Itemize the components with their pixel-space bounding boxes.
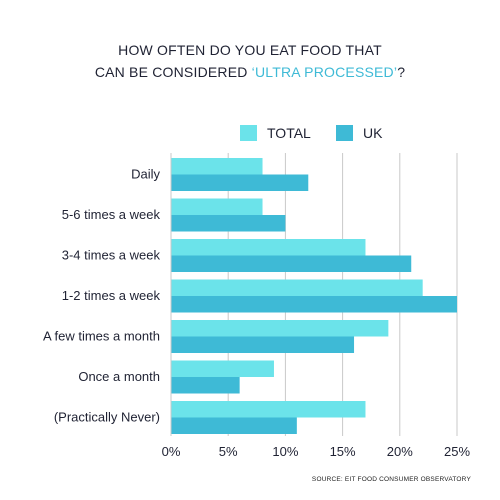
x-tick-label: 20% — [387, 444, 413, 459]
bar-total — [171, 198, 263, 215]
category-label: Once a month — [78, 369, 160, 384]
x-tick-label: 0% — [162, 444, 181, 459]
bar-uk — [171, 174, 309, 191]
category-label: 3-4 times a week — [62, 248, 161, 263]
category-label: A few times a month — [43, 329, 160, 344]
bar-uk — [171, 255, 412, 272]
chart-title-line-1: HOW OFTEN DO YOU EAT FOOD THAT — [118, 42, 382, 58]
bar-uk — [171, 336, 355, 353]
x-tick-label: 10% — [272, 444, 298, 459]
bar-total — [171, 401, 366, 418]
chart-title-prefix: CAN BE CONSIDERED — [94, 64, 252, 80]
legend-label-uk: UK — [363, 125, 383, 141]
category-label: 5-6 times a week — [62, 207, 161, 222]
bar-uk — [171, 215, 286, 232]
x-tick-label: 25% — [444, 444, 470, 459]
category-label: 1-2 times a week — [62, 288, 161, 303]
bar-total — [171, 158, 263, 175]
chart-title-highlight: ‘ULTRA PROCESSED’ — [251, 64, 398, 80]
category-label: Daily — [131, 167, 160, 182]
bar-total — [171, 360, 274, 377]
bar-uk — [171, 417, 297, 434]
bar-total — [171, 279, 423, 296]
legend-swatch-uk — [336, 125, 353, 141]
legend-item-uk: UK — [336, 125, 382, 141]
legend-label-total: TOTAL — [267, 125, 311, 141]
legend-item-total: TOTAL — [240, 125, 311, 141]
category-label: (Practically Never) — [54, 410, 160, 425]
legend-swatch-total — [240, 125, 257, 141]
chart-title-line-2: CAN BE CONSIDERED ‘ULTRA PROCESSED’? — [0, 64, 500, 80]
bar-uk — [171, 377, 240, 394]
source-note: SOURCE: EIT FOOD CONSUMER OBSERVATORY — [311, 476, 471, 483]
x-tick-label: 15% — [330, 444, 356, 459]
bar-total — [171, 320, 389, 337]
chart-title-suffix: ? — [397, 64, 406, 80]
bar-uk — [171, 296, 457, 313]
bar-total — [171, 239, 366, 256]
x-tick-label: 5% — [219, 444, 238, 459]
